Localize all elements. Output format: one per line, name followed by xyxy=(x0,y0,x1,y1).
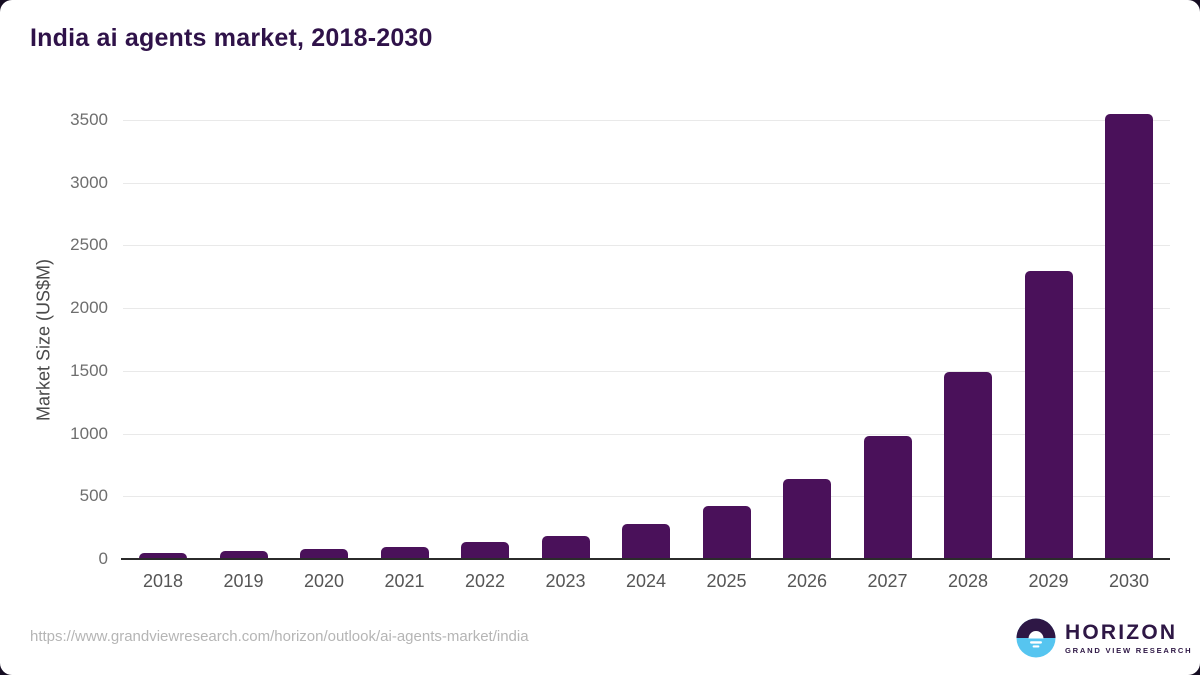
source-url[interactable]: https://www.grandviewresearch.com/horizo… xyxy=(30,628,529,645)
bar-2018[interactable] xyxy=(139,553,187,559)
x-axis-line xyxy=(121,558,1170,560)
gridline-2500 xyxy=(123,245,1170,247)
y-tick-label-3500: 3500 xyxy=(70,110,108,129)
gridline-3500 xyxy=(123,120,1170,121)
horizon-logo-text: HORIZON GRAND VIEW RESEARCH xyxy=(1065,620,1193,655)
bar-2030[interactable] xyxy=(1105,113,1153,559)
chart-title: India ai agents market, 2018-2030 xyxy=(30,24,433,52)
x-tick-label-2021: 2021 xyxy=(384,571,425,591)
gridline-3000 xyxy=(123,182,1170,184)
bar-2025[interactable] xyxy=(702,505,751,559)
horizon-logo[interactable]: HORIZON GRAND VIEW RESEARCH xyxy=(1016,618,1192,658)
bar-2028[interactable] xyxy=(944,372,992,559)
y-tick-label-3000: 3000 xyxy=(70,172,108,192)
y-tick-label-1000: 1000 xyxy=(70,423,108,443)
bar-2023[interactable] xyxy=(541,535,590,559)
bar-2022[interactable] xyxy=(461,542,509,559)
y-tick-label-0: 0 xyxy=(98,549,108,568)
x-tick-label-2030: 2030 xyxy=(1108,571,1150,591)
x-tick-label-2026: 2026 xyxy=(786,571,828,591)
bar-2021[interactable] xyxy=(380,546,429,559)
x-tick-label-2018: 2018 xyxy=(142,571,184,591)
y-axis-title: Market Size (US$M) xyxy=(33,258,54,422)
gridline-1000 xyxy=(123,433,1170,435)
logo-brand: HORIZON xyxy=(1065,620,1178,644)
x-tick-label-2022: 2022 xyxy=(464,571,506,591)
y-tick-label-2500: 2500 xyxy=(70,235,108,255)
y-tick-label-1500: 1500 xyxy=(70,360,108,380)
gridline-1500 xyxy=(123,370,1170,372)
x-tick-label-2020: 2020 xyxy=(303,571,345,591)
x-tick-label-2019: 2019 xyxy=(223,571,264,591)
bar-2027[interactable] xyxy=(863,436,912,559)
bar-2020[interactable] xyxy=(300,549,348,559)
x-tick-label-2023: 2023 xyxy=(545,571,586,591)
bar-2026[interactable] xyxy=(783,478,831,559)
x-tick-label-2029: 2029 xyxy=(1028,571,1069,591)
bar-2024[interactable] xyxy=(622,523,670,559)
y-tick-label-2000: 2000 xyxy=(70,298,108,318)
gridline-500 xyxy=(123,496,1170,498)
x-tick-label-2024: 2024 xyxy=(625,571,667,591)
y-tick-label-500: 500 xyxy=(79,486,108,506)
x-tick-label-2028: 2028 xyxy=(947,571,989,591)
logo-sub-brand: GRAND VIEW RESEARCH xyxy=(1065,645,1193,655)
x-tick-label-2025: 2025 xyxy=(706,571,747,591)
x-tick-label-2027: 2027 xyxy=(867,571,908,591)
horizon-logo-icon xyxy=(1016,618,1056,658)
bar-2029[interactable] xyxy=(1024,270,1073,559)
bar-2019[interactable] xyxy=(219,550,268,559)
gridline-2000 xyxy=(123,308,1170,310)
